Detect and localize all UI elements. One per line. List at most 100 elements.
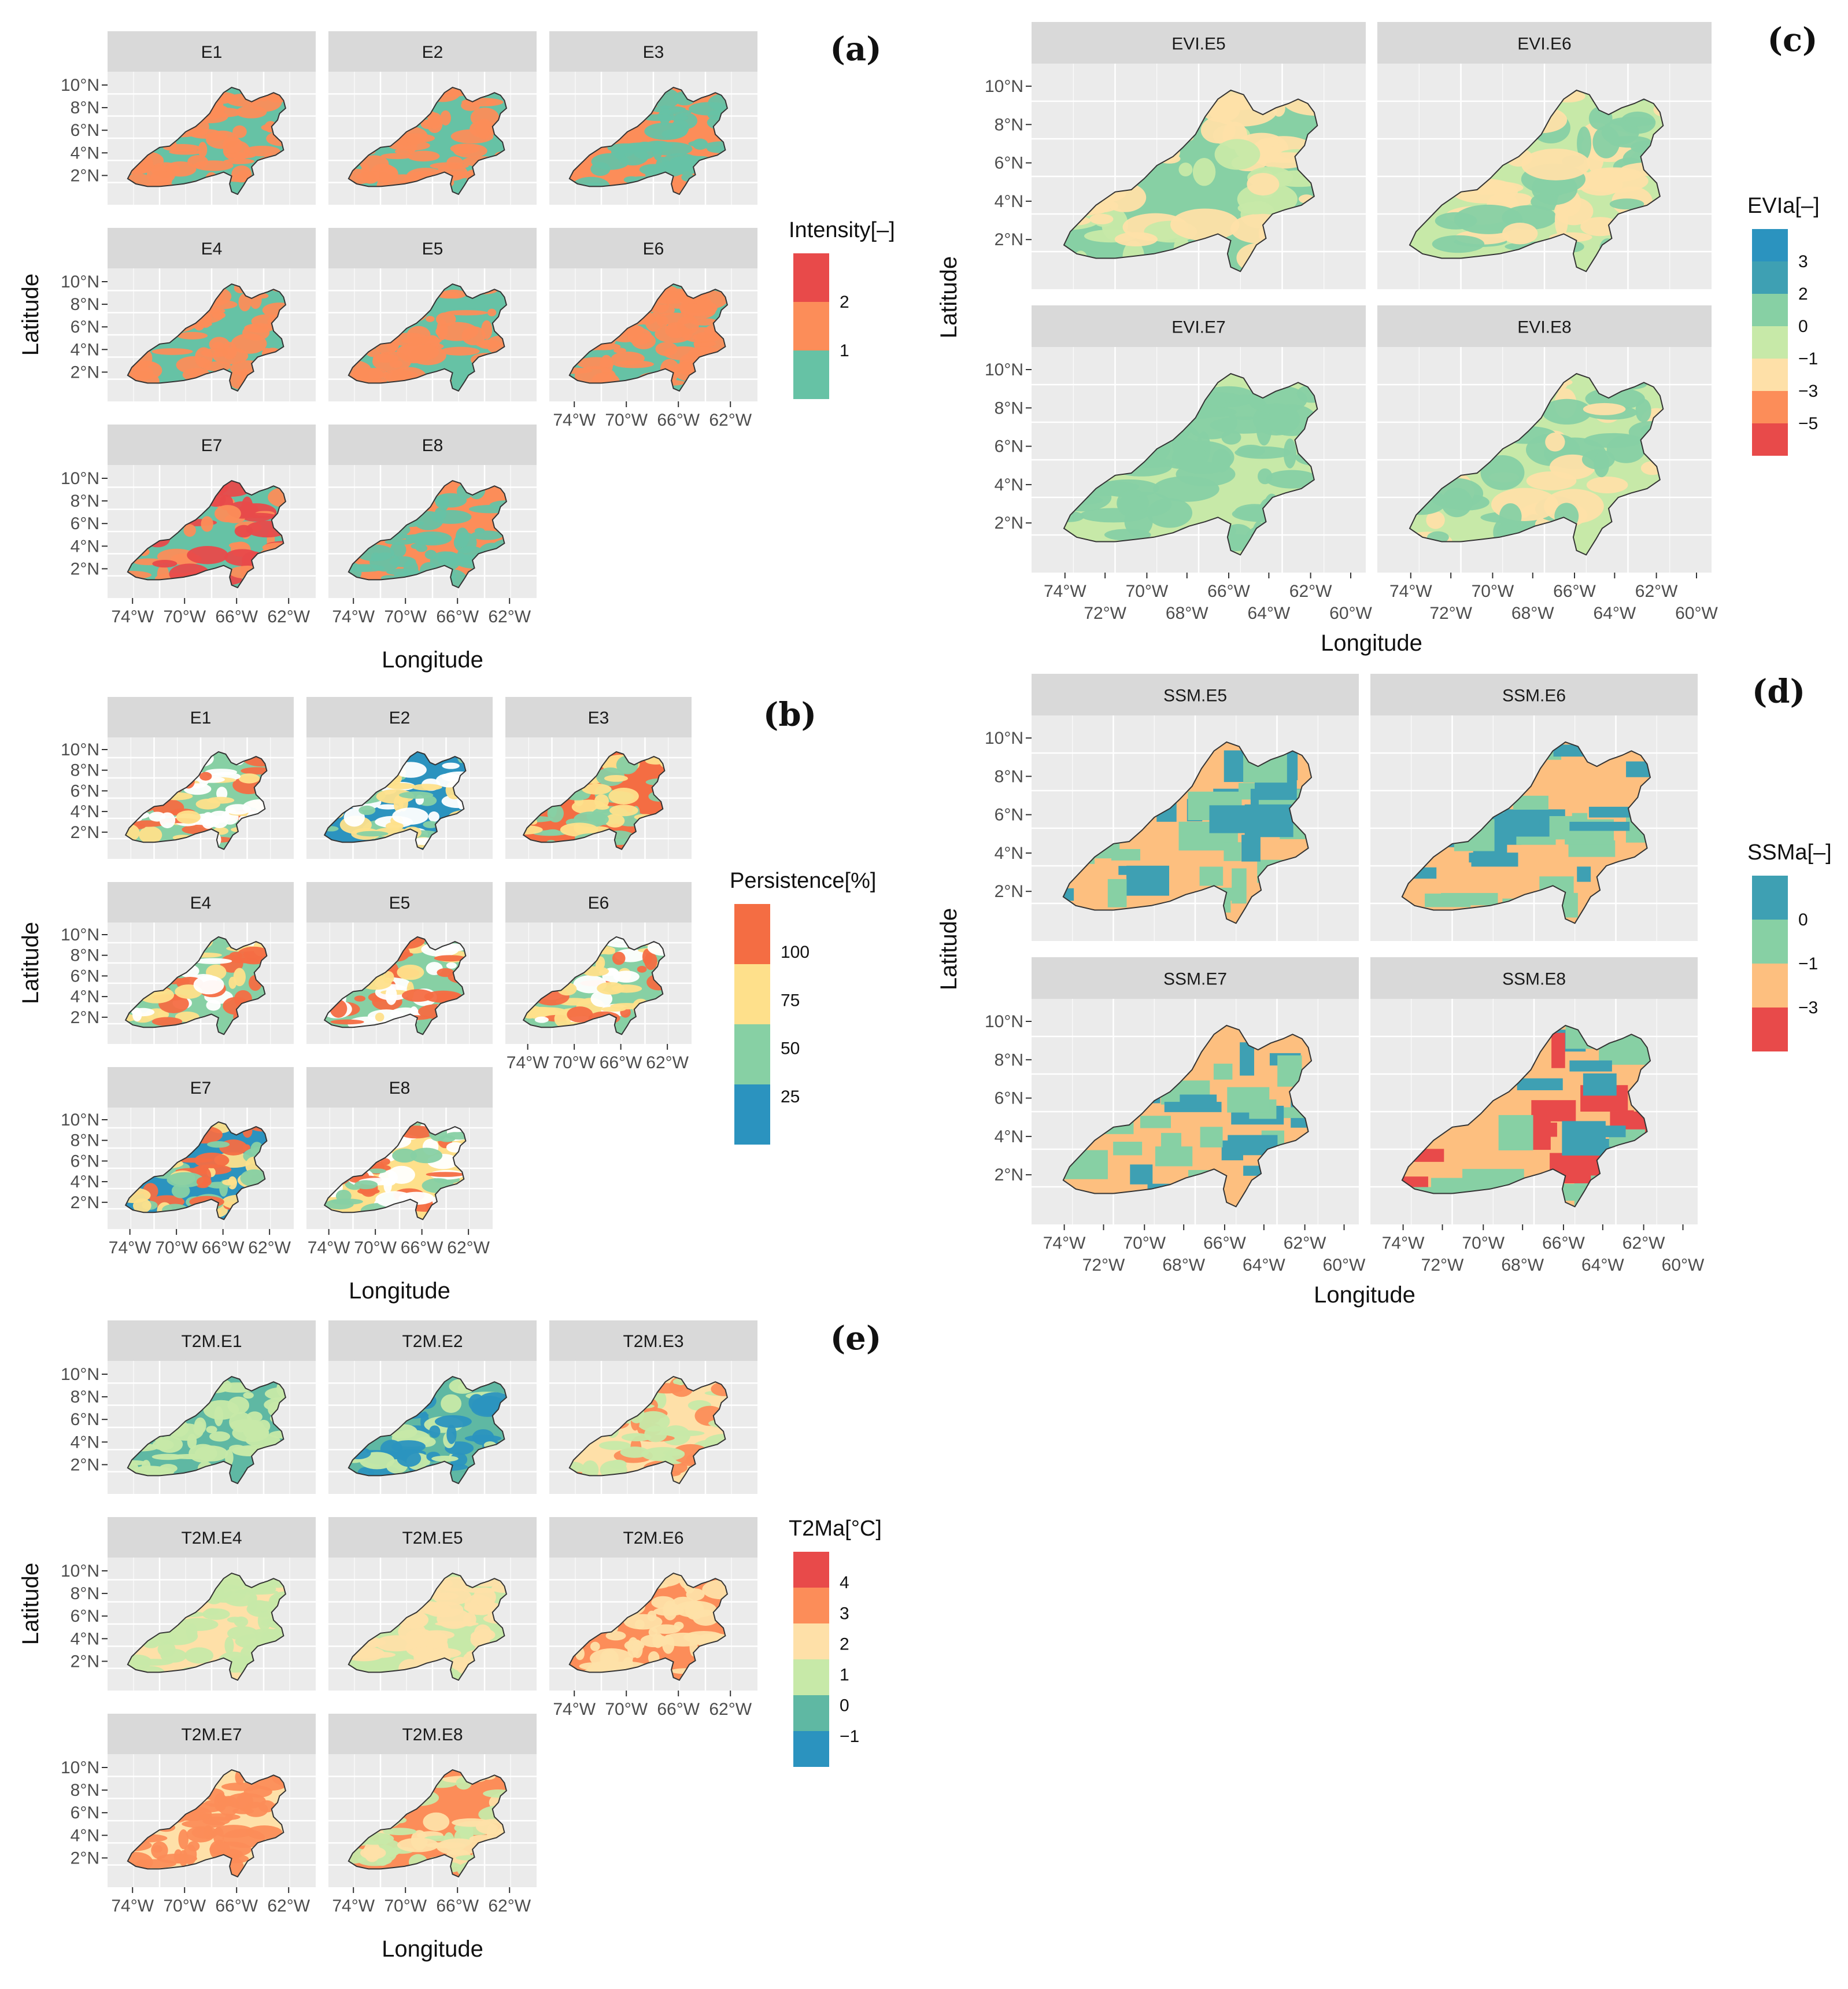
- x-tick-label-minor: 68°W: [1511, 604, 1554, 623]
- facet-strip: [1032, 22, 1366, 64]
- x-tick-label: 66°W: [401, 1238, 443, 1257]
- y-tick-label: 4°N: [71, 1629, 99, 1648]
- facet-label: EVI.E8: [1517, 318, 1571, 337]
- y-tick-label: 10°N: [985, 360, 1023, 379]
- legend-title: Intensity[–]: [789, 218, 895, 242]
- facet-label: T2M.E4: [181, 1529, 242, 1548]
- facet-label: E7: [190, 1079, 212, 1098]
- y-axis-title: Latitude: [18, 1563, 43, 1645]
- legend-label: 100: [781, 943, 810, 962]
- y-tick-label: 10°N: [61, 469, 99, 488]
- y-tick-label: 4°N: [71, 1172, 99, 1191]
- x-tick-label-major: 66°W: [1207, 582, 1250, 601]
- legend-color-key: [1752, 261, 1788, 294]
- facet-strip: [108, 228, 316, 268]
- y-tick-label: 6°N: [71, 121, 99, 140]
- x-tick-label: 62°W: [646, 1053, 689, 1072]
- x-tick-label: 74°W: [507, 1053, 549, 1072]
- x-tick-label: 70°W: [605, 411, 648, 430]
- x-tick-label-minor: 60°W: [1662, 1256, 1705, 1275]
- x-tick-label-minor: 72°W: [1082, 1256, 1125, 1275]
- facet-label: E7: [201, 436, 223, 455]
- legend-color-key: [793, 1623, 829, 1659]
- legend-color-key: [793, 1588, 829, 1623]
- x-tick-label-major: 70°W: [1462, 1234, 1505, 1253]
- x-tick-label-major: 70°W: [1472, 582, 1514, 601]
- y-tick-label: 2°N: [995, 1165, 1023, 1184]
- facet-panel: E8: [306, 1067, 493, 1229]
- x-tick-label: 66°W: [657, 1700, 700, 1719]
- x-tick-label-major: 74°W: [1382, 1234, 1425, 1253]
- legend-label: 1: [840, 1666, 849, 1685]
- legend-label: −1: [1798, 954, 1818, 973]
- facet-strip: [108, 425, 316, 465]
- x-tick-label-major: 66°W: [1542, 1234, 1585, 1253]
- y-tick-label: 6°N: [995, 154, 1023, 173]
- y-tick-label: 8°N: [71, 98, 99, 117]
- y-tick-label: 4°N: [71, 802, 99, 821]
- y-tick-label: 4°N: [995, 475, 1023, 495]
- facet-strip: [328, 1714, 537, 1754]
- legend-label: 50: [781, 1039, 800, 1058]
- facet-strip: [1032, 674, 1359, 715]
- facet-label: E1: [201, 43, 223, 62]
- x-tick-label-minor: 64°W: [1594, 604, 1636, 623]
- x-tick-label: 70°W: [163, 1896, 206, 1916]
- x-tick-label: 70°W: [155, 1238, 198, 1257]
- facet-label: E6: [643, 239, 664, 259]
- x-axis-title: Longitude: [382, 1936, 483, 1962]
- panel-tag: (b): [763, 696, 816, 734]
- x-tick-label: 74°W: [111, 607, 154, 626]
- facet-label: E5: [389, 894, 411, 913]
- legend-title: EVIa[–]: [1747, 194, 1820, 218]
- legend-label: 0: [1798, 910, 1808, 929]
- x-tick-label-major: 66°W: [1553, 582, 1596, 601]
- facet-strip: [328, 1320, 537, 1361]
- facet-label: E8: [422, 436, 443, 455]
- y-axis-title: Latitude: [18, 274, 43, 356]
- y-tick-label: 8°N: [995, 115, 1023, 134]
- y-tick-label: 2°N: [71, 1455, 99, 1474]
- legend-label: 2: [1798, 285, 1808, 304]
- y-tick-label: 6°N: [71, 514, 99, 533]
- facet-panel: T2M.E6: [549, 1517, 757, 1691]
- facet-label: T2M.E1: [181, 1332, 242, 1351]
- x-tick-label: 66°W: [436, 1896, 479, 1916]
- facet-strip: [328, 1517, 537, 1558]
- x-axis-title: Longitude: [382, 647, 483, 673]
- x-tick-label-minor: 72°W: [1084, 604, 1126, 623]
- x-tick-label-major: 62°W: [1289, 582, 1332, 601]
- facet-strip: [306, 882, 493, 922]
- facet-label: SSM.E8: [1502, 970, 1566, 989]
- facet-label: E3: [588, 708, 609, 728]
- legend-label: −1: [840, 1727, 859, 1746]
- facet-label: E1: [190, 708, 212, 728]
- x-tick-label-major: 74°W: [1043, 1234, 1086, 1253]
- x-tick-label-minor: 60°W: [1329, 604, 1372, 623]
- facet-label: E3: [643, 43, 664, 62]
- y-tick-label: 8°N: [71, 1387, 99, 1407]
- facet-strip: [108, 882, 294, 922]
- facet-label: E2: [422, 43, 443, 62]
- facet-label: T2M.E5: [402, 1529, 463, 1548]
- legend-color-key: [793, 253, 829, 302]
- y-tick-label: 4°N: [71, 143, 99, 163]
- facet-label: E4: [190, 894, 212, 913]
- x-tick-label-minor: 64°W: [1243, 1256, 1285, 1275]
- y-tick-label: 8°N: [995, 398, 1023, 418]
- legend-label: −5: [1798, 414, 1818, 433]
- legend-color-key: [734, 1084, 770, 1145]
- facet-strip: [549, 1320, 757, 1361]
- x-tick-label-minor: 68°W: [1166, 604, 1208, 623]
- y-tick-label: 4°N: [71, 987, 99, 1006]
- x-tick-label-minor: 64°W: [1581, 1256, 1624, 1275]
- legend-title: SSMa[–]: [1747, 840, 1832, 865]
- y-tick-label: 8°N: [71, 1131, 99, 1150]
- y-tick-label: 4°N: [995, 192, 1023, 211]
- facet-panel: E4: [108, 228, 316, 401]
- x-tick-label-major: 70°W: [1123, 1234, 1166, 1253]
- y-tick-label: 8°N: [995, 1050, 1023, 1069]
- legend-color-key: [1752, 964, 1788, 1008]
- y-tick-label: 8°N: [71, 492, 99, 511]
